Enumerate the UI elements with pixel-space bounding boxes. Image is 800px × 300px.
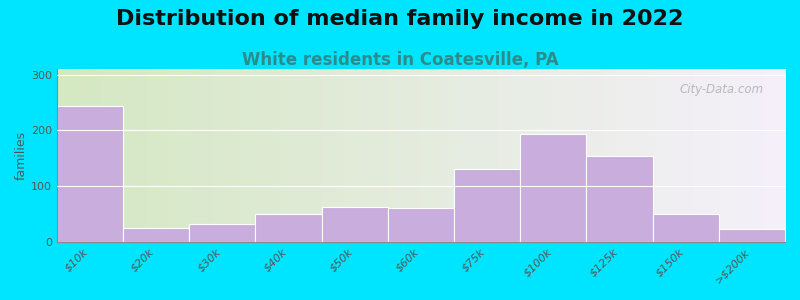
Bar (255, 214, 322, 242)
Bar (388, 208, 454, 242)
Bar (189, 224, 255, 242)
Y-axis label: families: families (15, 131, 28, 180)
Text: White residents in Coatesville, PA: White residents in Coatesville, PA (242, 51, 558, 69)
Bar (718, 230, 785, 242)
Text: City-Data.com: City-Data.com (679, 83, 763, 96)
Bar (57, 106, 123, 242)
Text: Distribution of median family income in 2022: Distribution of median family income in … (116, 9, 684, 29)
Bar (454, 169, 520, 242)
Bar (520, 134, 586, 242)
Bar (586, 157, 653, 242)
Bar (123, 228, 189, 242)
Bar (653, 214, 718, 242)
Bar (322, 207, 388, 242)
